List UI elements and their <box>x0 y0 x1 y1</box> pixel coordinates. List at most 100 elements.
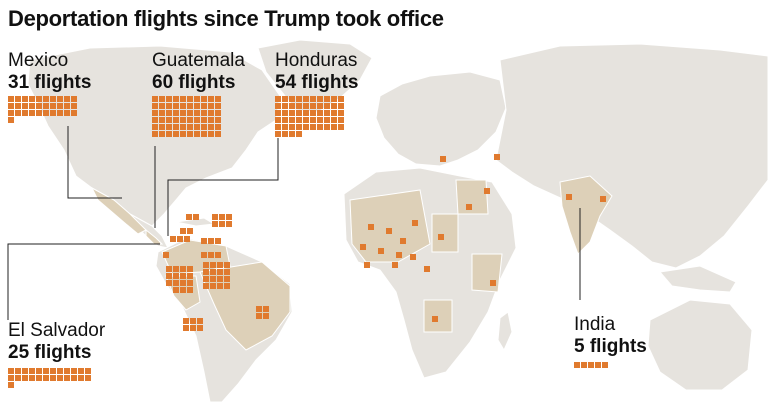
flight-square <box>152 124 158 130</box>
flight-square <box>275 124 281 130</box>
flight-square <box>310 117 316 123</box>
map-marker <box>177 236 183 242</box>
flight-square <box>64 96 70 102</box>
flight-square <box>85 368 91 374</box>
leader-line-mexico <box>67 126 122 199</box>
region-chad <box>431 213 459 253</box>
flight-square <box>166 117 172 123</box>
region-egypt <box>455 179 489 215</box>
country-name: El Salvador <box>8 320 106 341</box>
flight-square <box>187 96 193 102</box>
callout-mexico: Mexico 31 flights <box>8 50 91 94</box>
map-marker <box>440 156 446 162</box>
flight-square <box>317 110 323 116</box>
waffle-india <box>574 362 608 368</box>
flight-square <box>187 124 193 130</box>
flight-square <box>36 368 42 374</box>
map-marker <box>263 306 269 312</box>
flight-square <box>64 110 70 116</box>
map-marker <box>193 214 199 220</box>
flight-square <box>296 117 302 123</box>
region-india <box>559 175 613 255</box>
callout-india: India 5 flights <box>574 314 647 358</box>
map-marker <box>180 287 186 293</box>
flight-square <box>215 124 221 130</box>
flight-square <box>29 103 35 109</box>
map-marker <box>466 204 472 210</box>
map-marker <box>203 262 209 268</box>
map-marker <box>166 266 172 272</box>
flight-square <box>36 96 42 102</box>
map-marker <box>180 228 186 234</box>
flight-square <box>159 117 165 123</box>
waffle-honduras <box>275 96 344 137</box>
flight-square <box>15 103 21 109</box>
map-marker <box>166 273 172 279</box>
flight-square <box>310 110 316 116</box>
flight-square <box>78 375 84 381</box>
leader-line-honduras <box>167 138 279 236</box>
map-marker <box>187 266 193 272</box>
australia <box>647 299 753 391</box>
flight-count: 31 flights <box>8 72 92 93</box>
flight-square <box>50 96 56 102</box>
flight-square <box>159 96 165 102</box>
flight-square <box>8 117 14 123</box>
flight-square <box>317 96 323 102</box>
flight-square <box>50 375 56 381</box>
flight-square <box>201 110 207 116</box>
map-marker <box>386 228 392 234</box>
flight-square <box>208 103 214 109</box>
map-marker <box>201 238 207 244</box>
flight-square <box>324 117 330 123</box>
flight-square <box>324 110 330 116</box>
flight-square <box>152 110 158 116</box>
waffle-mexico <box>8 96 77 123</box>
flight-square <box>15 110 21 116</box>
flight-square <box>296 103 302 109</box>
callout-el-salvador: El Salvador 25 flights <box>8 320 105 364</box>
flight-square <box>208 124 214 130</box>
flight-square <box>22 368 28 374</box>
flight-square <box>194 96 200 102</box>
flight-square <box>43 103 49 109</box>
map-marker <box>210 269 216 275</box>
flight-square <box>71 375 77 381</box>
map-marker <box>173 280 179 286</box>
map-marker <box>203 269 209 275</box>
flight-square <box>275 117 281 123</box>
flight-square <box>303 117 309 123</box>
flight-square <box>215 96 221 102</box>
map-marker <box>173 266 179 272</box>
flight-square <box>581 362 587 368</box>
flight-square <box>201 117 207 123</box>
map-marker <box>166 280 172 286</box>
flight-square <box>296 110 302 116</box>
flight-square <box>180 103 186 109</box>
flight-square <box>289 117 295 123</box>
flight-square <box>296 124 302 130</box>
map-marker <box>400 238 406 244</box>
map-title: Deportation flights since Trump took off… <box>8 6 444 31</box>
map-marker <box>170 236 176 242</box>
flight-square <box>173 110 179 116</box>
map-marker <box>219 214 225 220</box>
map-marker <box>208 238 214 244</box>
flight-square <box>71 103 77 109</box>
flight-square <box>201 96 207 102</box>
map-marker <box>217 283 223 289</box>
map-marker <box>412 220 418 226</box>
flight-square <box>338 96 344 102</box>
flight-square <box>22 110 28 116</box>
flight-square <box>57 96 63 102</box>
flight-square <box>22 103 28 109</box>
flight-square <box>595 362 601 368</box>
map-marker <box>187 273 193 279</box>
flight-square <box>194 117 200 123</box>
flight-square <box>289 103 295 109</box>
map-marker <box>256 306 262 312</box>
flight-square <box>574 362 580 368</box>
map-marker <box>187 228 193 234</box>
map-marker <box>484 188 490 194</box>
flight-square <box>173 131 179 137</box>
